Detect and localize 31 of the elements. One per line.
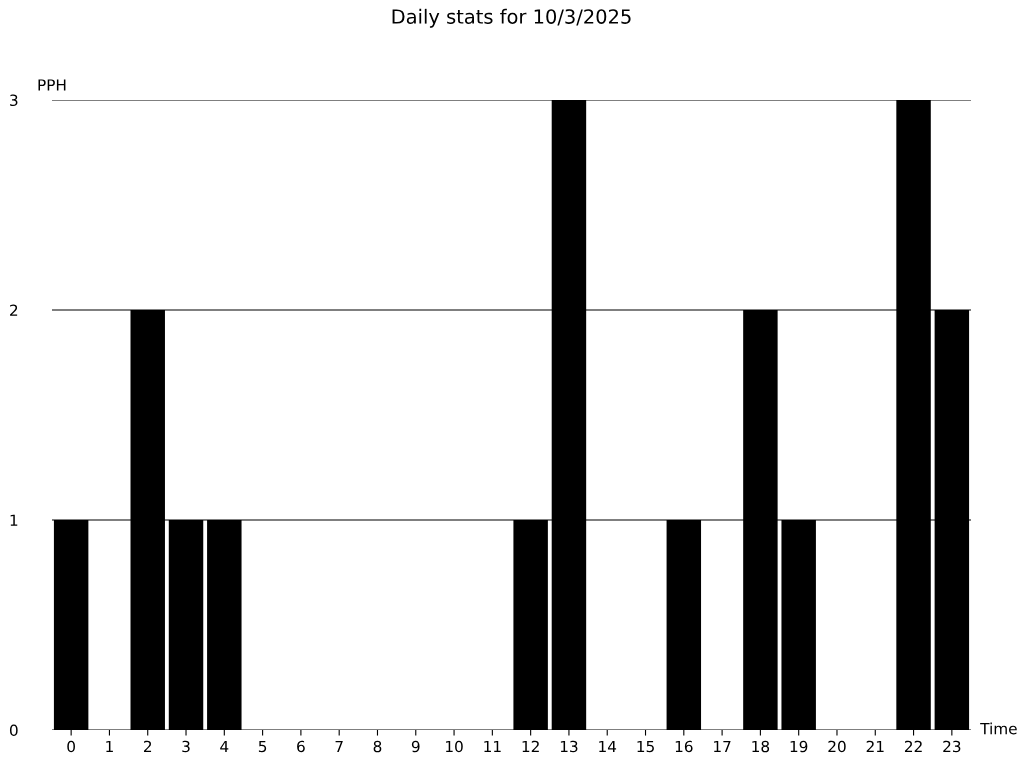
x-tick-label: 21 xyxy=(866,740,884,753)
x-tick-label: 19 xyxy=(790,740,808,753)
x-tick-label: 13 xyxy=(560,740,578,753)
x-tick-label: 14 xyxy=(599,740,617,753)
x-tick-label: 0 xyxy=(67,740,75,753)
x-tick-label: 7 xyxy=(335,740,343,753)
y-tick-label: 1 xyxy=(10,514,18,526)
x-tick-label: 11 xyxy=(484,740,501,753)
x-tick-label: 6 xyxy=(297,740,305,753)
x-tick-label: 5 xyxy=(258,740,267,753)
x-tick-label: 16 xyxy=(675,740,693,753)
x-tick-label: 2 xyxy=(143,740,152,753)
x-tick-label: 20 xyxy=(828,740,846,753)
x-tick-label: 9 xyxy=(411,740,420,753)
x-tick-label: 3 xyxy=(182,740,190,753)
y-axis-title: PPH xyxy=(38,79,66,91)
chart-title: Daily stats for 10/3/2025 xyxy=(392,8,631,28)
x-tick-label: 12 xyxy=(522,740,539,753)
x-tick-label: 18 xyxy=(752,740,770,753)
x-tick-label: 1 xyxy=(106,740,113,753)
x-tick-label: 4 xyxy=(220,740,229,753)
y-tick-label: 2 xyxy=(10,304,18,316)
y-tick-label: 0 xyxy=(9,724,18,737)
x-axis-title: Time xyxy=(980,722,1017,735)
x-tick-label: 22 xyxy=(904,740,922,753)
x-tick-label: 17 xyxy=(714,740,731,753)
x-tick-label: 23 xyxy=(943,740,961,753)
x-tick-label: 15 xyxy=(637,740,654,753)
x-tick-label: 10 xyxy=(446,740,463,753)
x-tick-label: 8 xyxy=(373,740,382,753)
y-tick-label: 3 xyxy=(10,94,18,107)
